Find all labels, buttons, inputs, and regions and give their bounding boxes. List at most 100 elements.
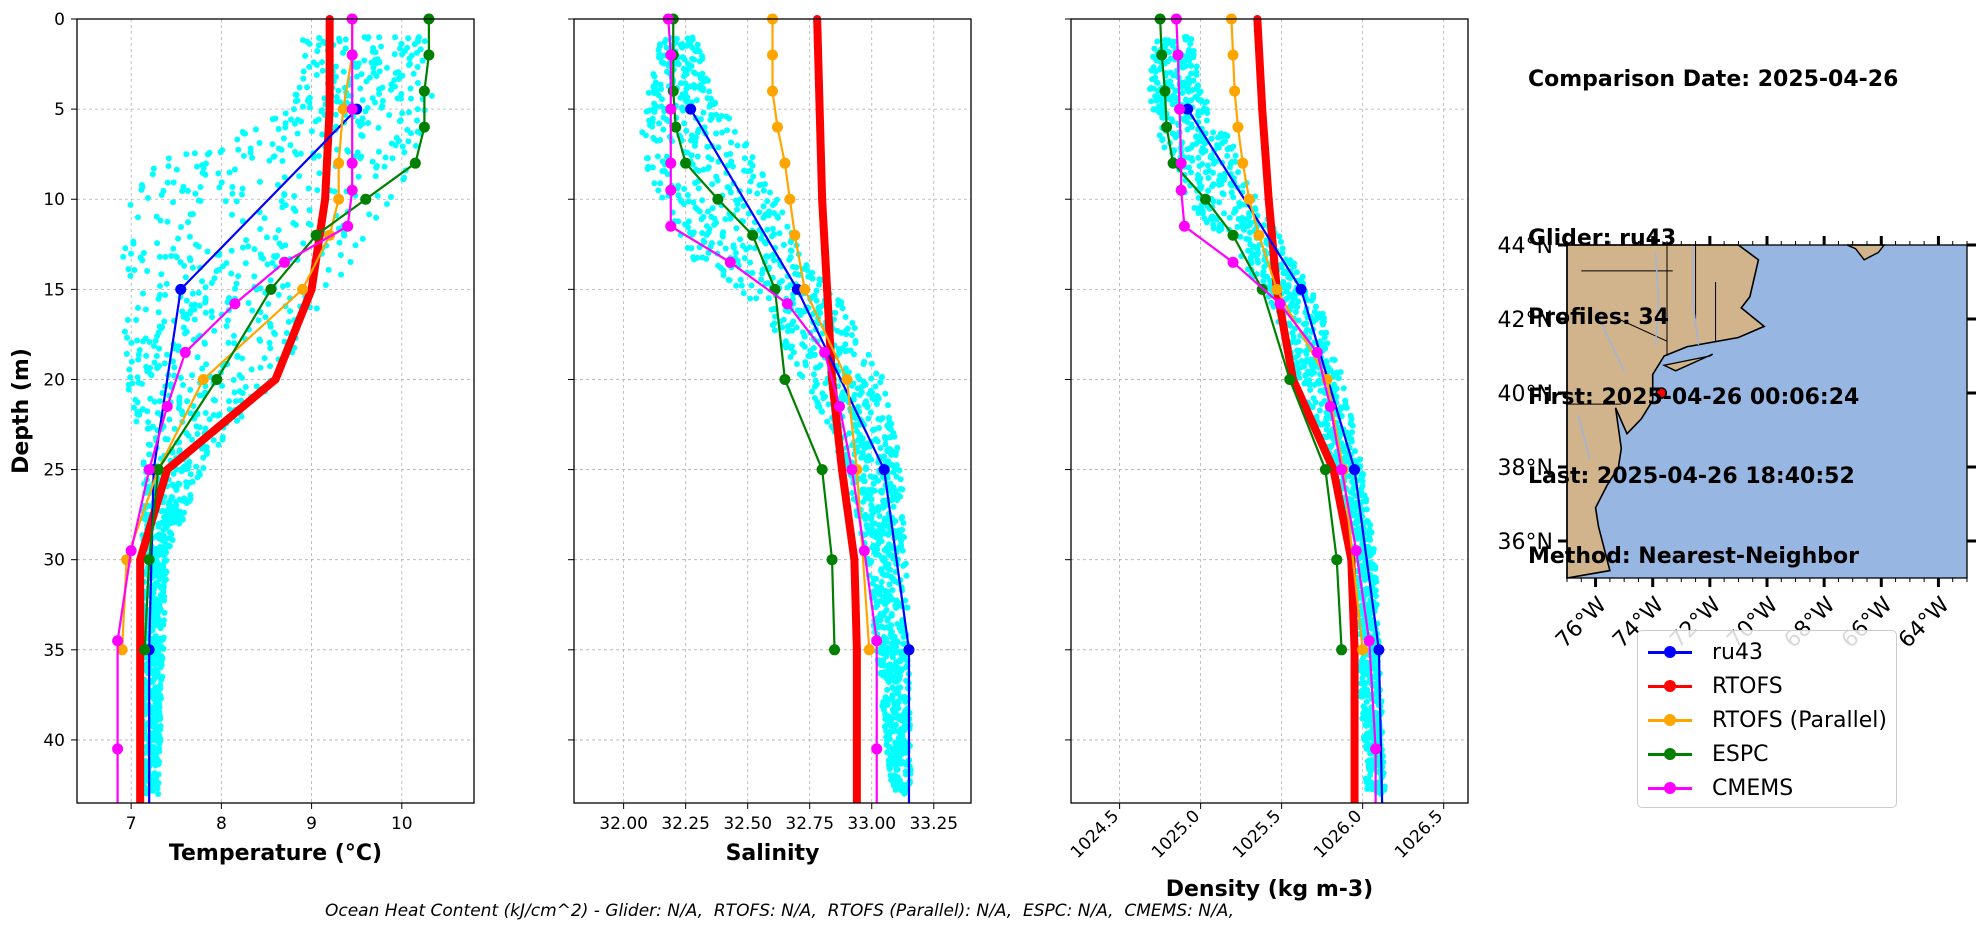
scatter-point <box>355 173 362 180</box>
data-point <box>337 103 349 115</box>
scatter-point <box>278 146 285 153</box>
scatter-point <box>1331 453 1338 460</box>
scatter-point <box>862 381 869 388</box>
data-point <box>1178 220 1190 232</box>
scatter-point <box>881 516 888 523</box>
scatter-point <box>1296 374 1303 381</box>
scatter-point <box>219 147 226 154</box>
scatter-point <box>860 472 867 479</box>
scatter-point <box>193 423 200 430</box>
scatter-point <box>1226 214 1233 221</box>
scatter-point <box>158 575 165 582</box>
scatter-point <box>863 401 870 408</box>
scatter-point <box>1280 270 1287 277</box>
scatter-point <box>1194 205 1201 212</box>
scatter-point <box>720 267 727 274</box>
scatter-point <box>1183 34 1190 41</box>
scatter-point <box>894 783 901 790</box>
scatter-point <box>202 309 209 316</box>
scatter-point <box>733 225 740 232</box>
scatter-point <box>1219 190 1226 197</box>
scatter-point <box>1292 303 1299 310</box>
scatter-point <box>202 295 209 302</box>
scatter-point <box>692 204 699 211</box>
scatter-point <box>1239 201 1246 208</box>
scatter-point <box>749 154 756 161</box>
scatter-point <box>211 397 218 404</box>
scatter-point <box>1223 132 1230 139</box>
scatter-point <box>679 107 686 114</box>
scatter-point <box>266 157 273 164</box>
scatter-point <box>184 398 191 405</box>
scatter-point <box>743 246 750 253</box>
state-border <box>1618 318 1668 342</box>
scatter-point <box>1235 215 1242 222</box>
scatter-point <box>859 449 866 456</box>
scatter-point <box>904 604 911 611</box>
x-tick-label: 1026.0 <box>1310 806 1366 862</box>
scatter-point <box>758 235 765 242</box>
data-point <box>665 184 677 196</box>
scatter-point <box>358 132 365 139</box>
scatter-point <box>877 445 884 452</box>
scatter-point <box>245 300 252 307</box>
legend-item-espc: ESPC <box>1648 739 1769 769</box>
scatter-point <box>700 78 707 85</box>
scatter-point <box>337 99 344 106</box>
scatter-point <box>1187 40 1194 47</box>
scatter-point <box>185 432 192 439</box>
scatter-point <box>1358 499 1365 506</box>
scatter-point <box>208 279 215 286</box>
scatter-point <box>150 590 157 597</box>
scatter-point <box>725 276 732 283</box>
scatter-point <box>225 339 232 346</box>
scatter-point <box>226 169 233 176</box>
scatter-point <box>127 374 134 381</box>
scatter-point <box>347 258 354 265</box>
scatter-point <box>1186 80 1193 87</box>
series-cmems <box>112 13 358 803</box>
scatter-point <box>1295 338 1302 345</box>
scatter-point <box>882 441 889 448</box>
scatter-point <box>1171 38 1178 45</box>
scatter-point <box>312 118 319 125</box>
scatter-point <box>685 198 692 205</box>
scatter-point <box>898 666 905 673</box>
scatter-point <box>366 74 373 81</box>
scatter-point <box>894 621 901 628</box>
series-line <box>1159 18 1343 650</box>
scatter-point <box>144 408 151 415</box>
series-ru43 <box>143 103 363 803</box>
chart-panel-3: 1024.5 1025.0 1025.5 1026.0 1026.5 Density (k… <box>1065 13 1469 902</box>
axes-frame <box>573 18 972 804</box>
scatter-point <box>815 304 822 311</box>
scatter-point <box>202 160 209 167</box>
scatter-point <box>156 323 163 330</box>
scatter-point <box>747 295 754 302</box>
scatter-point <box>359 115 366 122</box>
scatter-point <box>175 343 182 350</box>
scatter-point <box>1279 250 1286 257</box>
river <box>1594 311 1625 372</box>
data-point <box>321 195 330 204</box>
scatter-point <box>1159 137 1166 144</box>
scatter-point <box>902 771 909 778</box>
scatter-point <box>661 60 668 67</box>
scatter-point <box>771 210 778 217</box>
data-point <box>1243 193 1255 205</box>
data-point <box>1373 644 1385 656</box>
scatter-point <box>192 190 199 197</box>
scatter-point <box>817 310 824 317</box>
scatter-point <box>890 780 897 787</box>
scatter-point <box>1307 386 1314 393</box>
scatter-point <box>1360 703 1367 710</box>
scatter-point <box>675 192 682 199</box>
legend-item-rtofs-parallel: RTOFS (Parallel) <box>1648 705 1887 735</box>
scatter-point <box>1328 443 1335 450</box>
scatter-point <box>855 403 862 410</box>
scatter-point <box>274 252 281 259</box>
scatter-point <box>156 398 163 405</box>
scatter-point <box>353 73 360 80</box>
scatter-point <box>412 142 419 149</box>
data-point <box>829 644 841 656</box>
